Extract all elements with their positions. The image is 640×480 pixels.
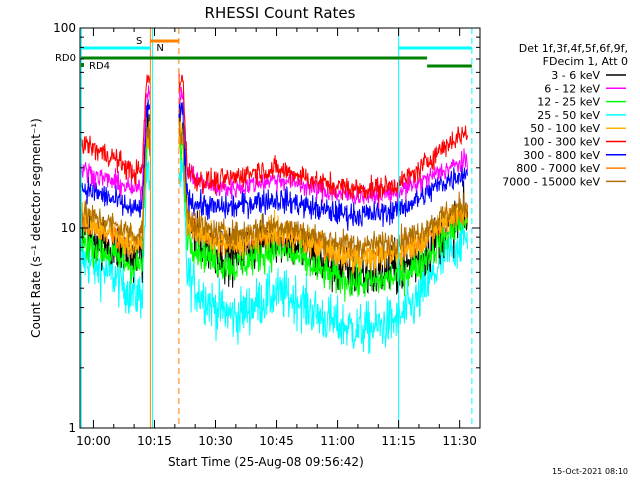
legend-entry: 3 - 6 keV (551, 69, 600, 82)
x-axis-label: Start Time (25-Aug-08 09:56:42) (168, 455, 364, 469)
y-axis: 1 10 100 (53, 21, 480, 435)
rd4-label: RD4 (89, 61, 110, 72)
series-line (80, 69, 468, 202)
x-tick-label: 11:15 (381, 434, 416, 448)
y-tick-label: 1 (68, 421, 76, 435)
series-lines (80, 69, 468, 355)
chart-title: RHESSI Count Rates (205, 4, 356, 22)
legend-header-line-2: FDecim 1, Att 0 (543, 55, 628, 68)
x-tick-label: 10:00 (76, 434, 111, 448)
y-tick-label: 100 (53, 21, 76, 35)
x-tick-label: 10:45 (259, 434, 294, 448)
legend-entry: 6 - 12 keV (544, 82, 600, 95)
x-tick-label: 11:00 (320, 434, 355, 448)
rd0-label: RD0 (55, 53, 76, 64)
legend-entry: 100 - 300 keV (523, 136, 600, 149)
y-axis-label: Count Rate (s⁻¹ detector segment⁻¹) (29, 118, 43, 338)
night-label: N (156, 43, 163, 54)
legend-entry: 25 - 50 keV (537, 109, 600, 122)
legend-entry: 50 - 100 keV (530, 122, 600, 135)
x-tick-label: 11:30 (442, 434, 477, 448)
legend-entry: 12 - 25 keV (537, 96, 600, 109)
legend-header-line-1: Det 1f,3f,4f,5f,6f,9f, (519, 42, 628, 55)
series-line (80, 85, 468, 209)
x-axis: 10:00 10:15 10:30 10:45 11:00 11:15 11:30 (76, 28, 481, 448)
x-tick-label: 10:30 (198, 434, 233, 448)
x-tick-label: 10:15 (137, 434, 172, 448)
rd4-marker (81, 63, 84, 67)
footer-date: 15-Oct-2021 08:10 (552, 467, 628, 476)
y-tick-label: 10 (61, 221, 76, 235)
saa-label: S (136, 36, 142, 47)
legend-entry: 800 - 7000 keV (516, 162, 600, 175)
series-line (80, 120, 468, 260)
legend-entry: 300 - 800 keV (523, 149, 600, 162)
series-line (80, 99, 468, 231)
legend-entry: 7000 - 15000 keV (502, 175, 600, 188)
series-line (80, 130, 468, 302)
legend: Det 1f,3f,4f,5f,6f,9f, FDecim 1, Att 0 3… (502, 42, 628, 188)
